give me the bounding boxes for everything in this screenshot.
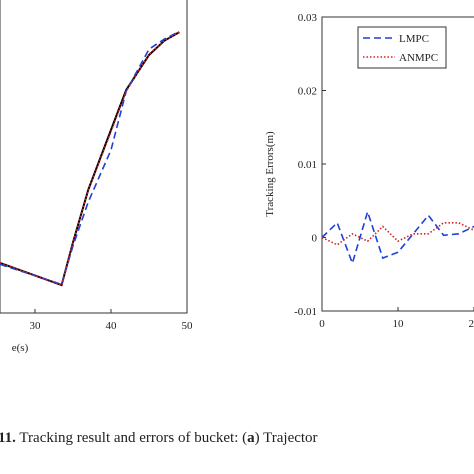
plot-frame bbox=[0, 0, 188, 314]
x-tick-label: 40 bbox=[105, 320, 117, 332]
series-line bbox=[0, 30, 180, 286]
caption-rest: ) Trajector bbox=[255, 430, 318, 446]
y-axis-label: Tracking Errors(m) bbox=[264, 131, 276, 217]
series-line bbox=[0, 31, 180, 287]
series-line bbox=[321, 209, 474, 266]
caption-number: 11. bbox=[0, 430, 16, 446]
series-line bbox=[0, 31, 180, 287]
legend-box bbox=[357, 26, 447, 69]
y-tick-label: 0.03 bbox=[298, 12, 318, 24]
series-line bbox=[321, 222, 474, 246]
x-axis-label: e(s) bbox=[12, 342, 29, 354]
x-tick-label: 30 bbox=[29, 320, 41, 332]
y-tick-label: -0.01 bbox=[294, 306, 317, 318]
x-tick-label: 10 bbox=[392, 318, 404, 330]
caption-panel: a bbox=[247, 430, 255, 446]
caption-text: Tracking result and errors of bucket: ( bbox=[16, 430, 247, 446]
caption: 11. Tracking result and errors of bucket… bbox=[0, 430, 318, 446]
y-tick-label: 0 bbox=[312, 233, 318, 245]
legend-label: ANMPC bbox=[399, 52, 438, 64]
legend-label: LMPC bbox=[399, 33, 429, 45]
x-tick-label: 20 bbox=[468, 318, 474, 330]
x-tick-label: 0 bbox=[319, 318, 325, 330]
y-tick-label: 0.01 bbox=[298, 159, 317, 171]
x-tick-label: 50 bbox=[182, 320, 194, 332]
y-tick-label: 0.02 bbox=[298, 86, 317, 98]
